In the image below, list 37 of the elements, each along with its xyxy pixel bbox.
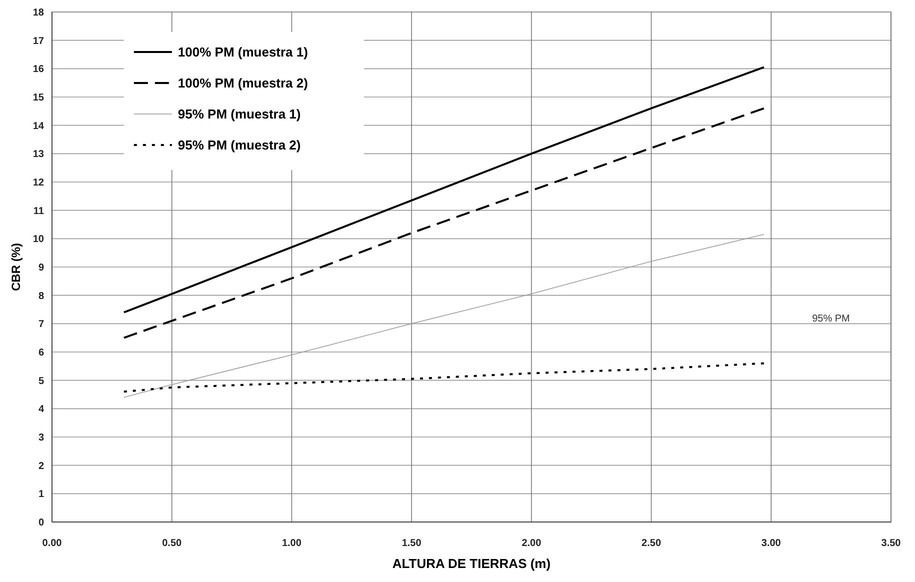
- y-tick-label: 7: [38, 319, 44, 330]
- y-tick-label: 16: [32, 64, 44, 76]
- y-tick-label: 0: [38, 518, 44, 528]
- x-tick-label: 3.50: [881, 538, 902, 549]
- x-tick-label: 2.50: [642, 538, 662, 549]
- line-series: [122, 362, 765, 393]
- x-tick-label: 2.00: [522, 538, 542, 549]
- y-tick-label: 12: [32, 178, 44, 188]
- y-tick-label: 10: [32, 234, 44, 246]
- line-series: [122, 66, 765, 314]
- legend-label: 95% PM (muestra 1): [178, 106, 301, 122]
- legend-label: 100% PM (muestra 1): [178, 44, 308, 60]
- x-tick-label: 1.50: [402, 538, 422, 549]
- y-tick-label: 1: [38, 489, 44, 500]
- y-tick-label: 9: [38, 262, 44, 274]
- y-tick-label: 6: [38, 348, 44, 358]
- y-tick-label: 11: [33, 206, 44, 217]
- y-tick-label: 2: [38, 460, 44, 472]
- y-tick-label: 4: [38, 404, 44, 416]
- legend-label: 95% PM (muestra 2): [178, 138, 301, 153]
- annotation: 95% PM: [812, 314, 850, 324]
- x-axis-title: ALTURA DE TIERRAS (m): [392, 556, 551, 571]
- legend-label: 100% PM (muestra 2): [178, 76, 308, 91]
- y-tick-label: 5: [38, 376, 44, 387]
- y-tick-label: 8: [38, 290, 44, 302]
- y-tick-label: 15: [32, 92, 44, 104]
- y-axis-title: CBR (%): [9, 243, 23, 291]
- x-tick-label: 1.00: [282, 538, 302, 549]
- x-tick-label: 3.00: [761, 538, 782, 549]
- line-series: [122, 107, 765, 339]
- y-tick-label: 18: [32, 8, 44, 18]
- x-tick-label: 0.00: [42, 538, 62, 549]
- y-tick-label: 17: [32, 36, 44, 47]
- y-tick-label: 14: [32, 120, 44, 132]
- y-tick-label: 3: [38, 432, 44, 444]
- x-tick-label: 0.50: [162, 538, 182, 549]
- y-tick-label: 13: [32, 149, 44, 160]
